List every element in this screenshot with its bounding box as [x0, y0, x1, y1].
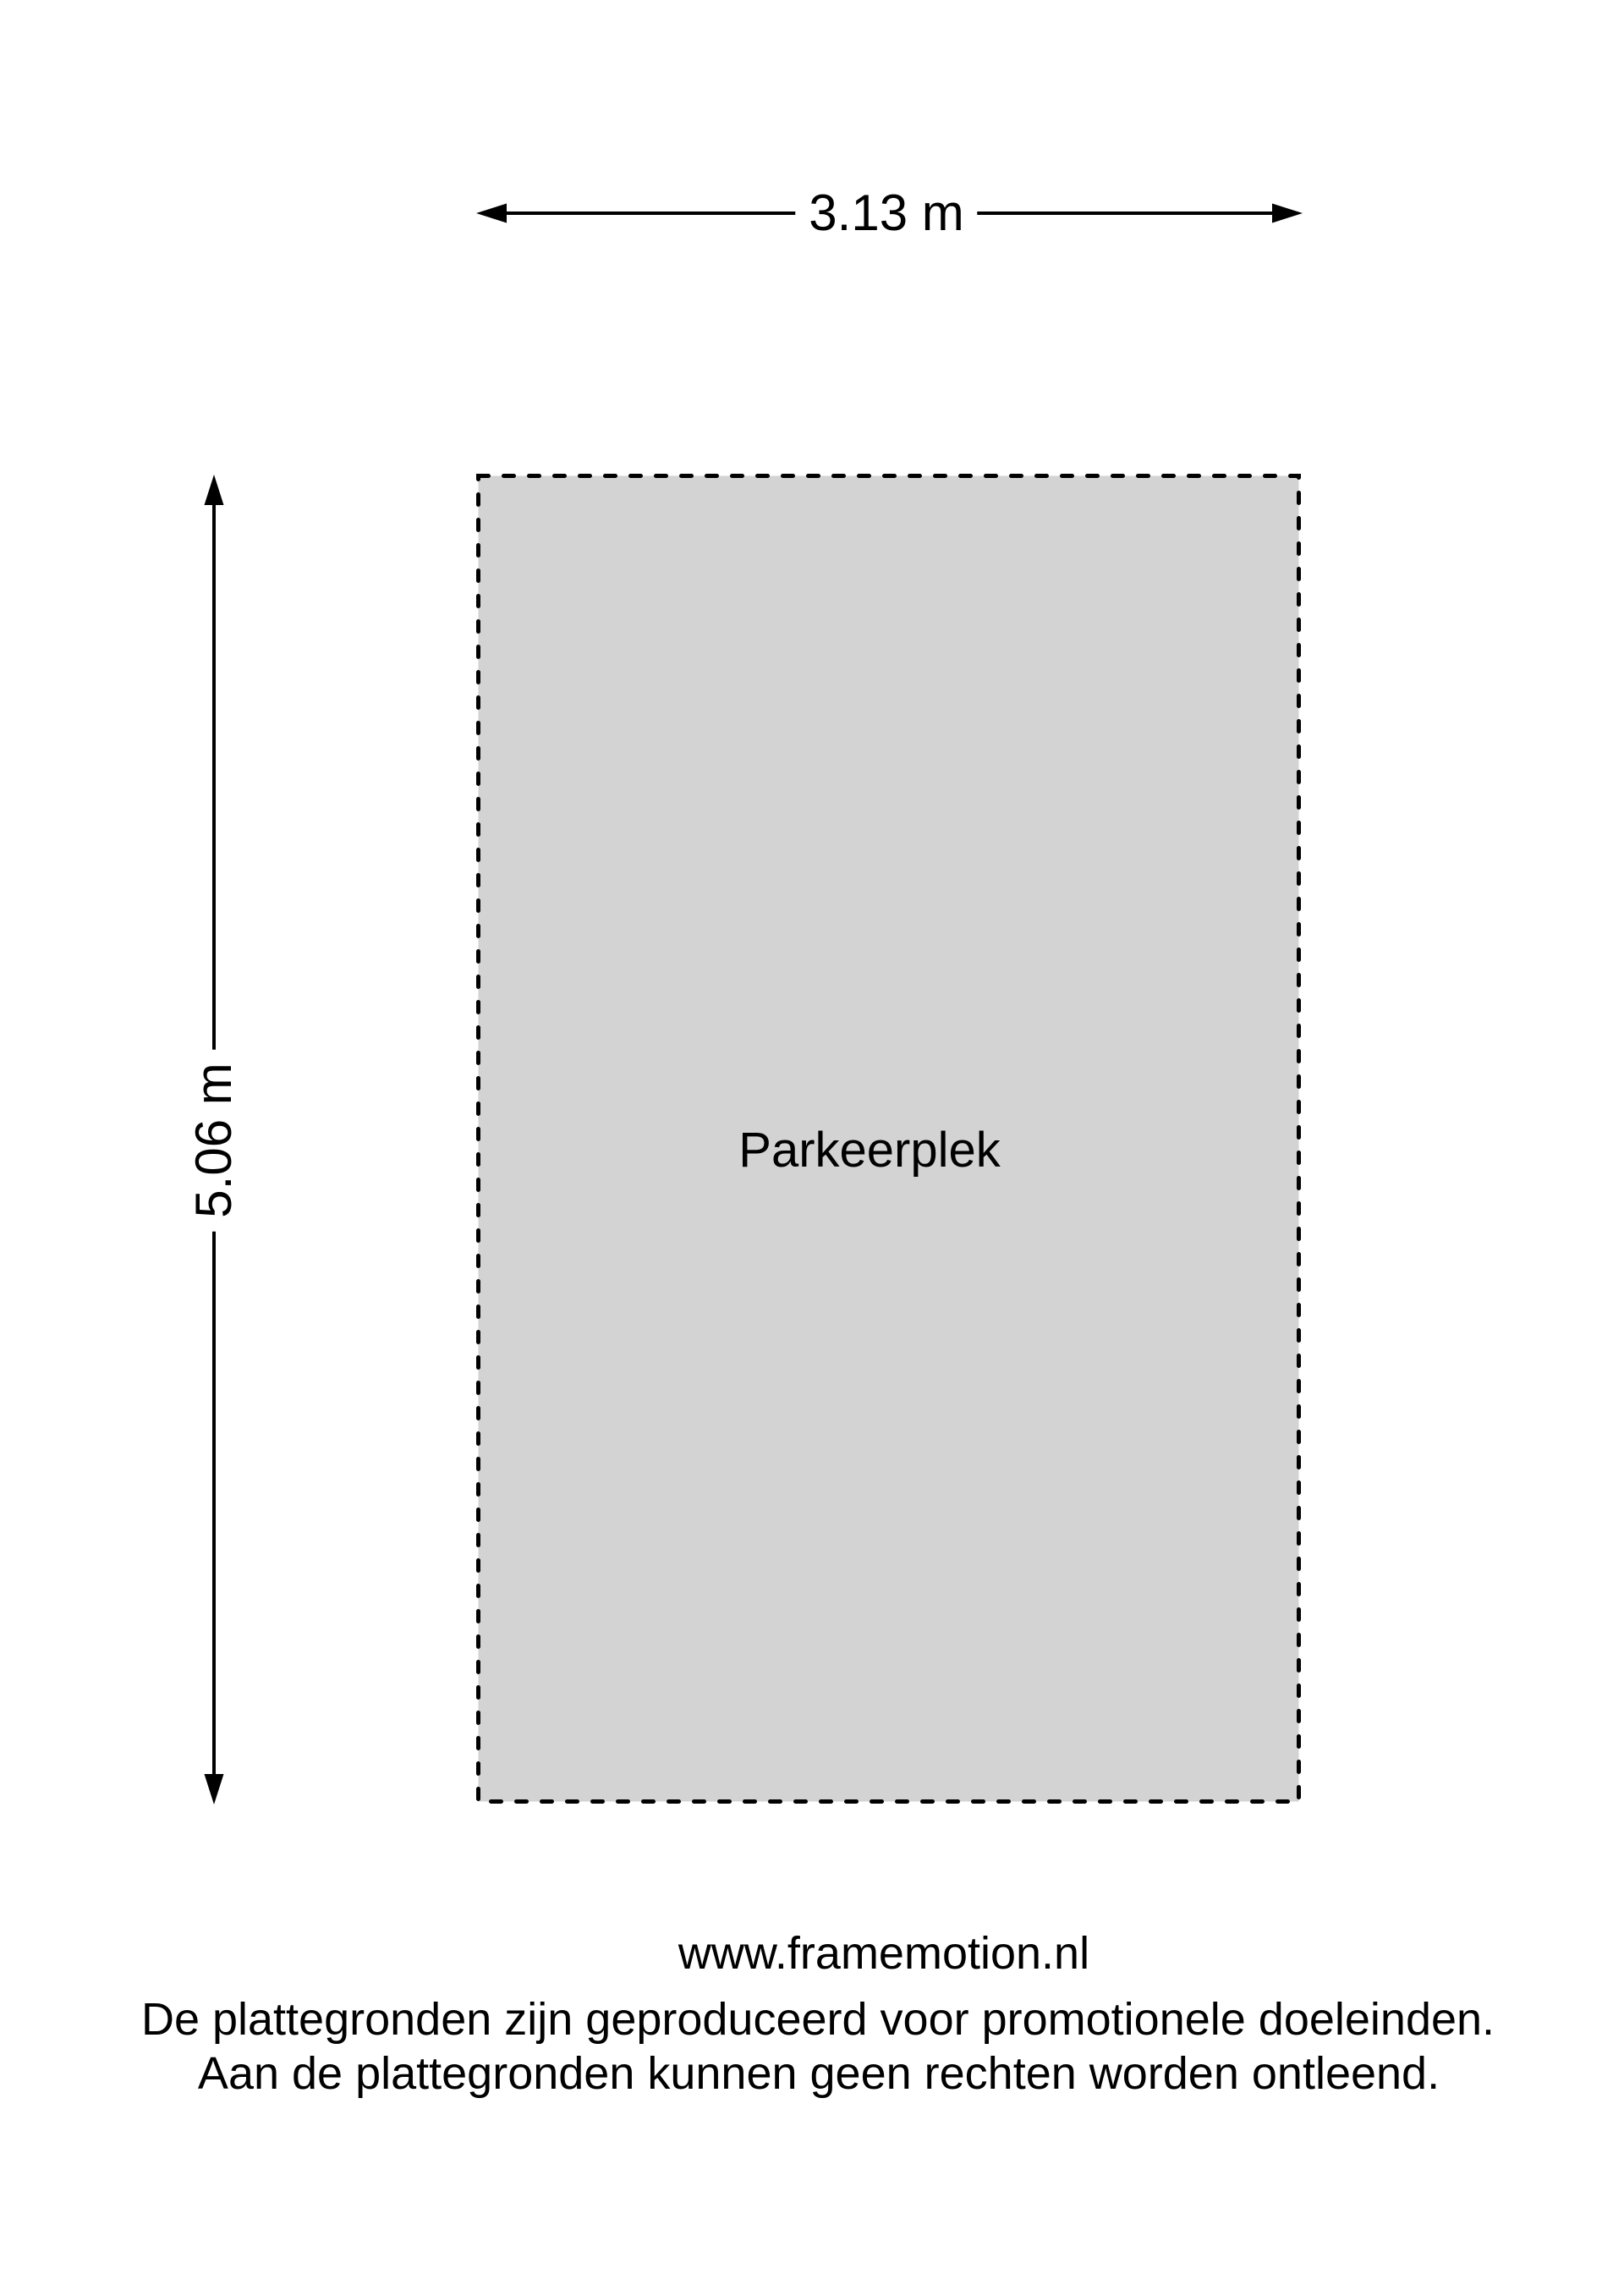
- arrow-up-icon: [204, 475, 224, 505]
- height-dimension-label: 5.06 m: [185, 1049, 243, 1232]
- arrow-down-icon: [204, 1774, 224, 1804]
- disclaimer-line-1: De plattegronden zijn geproduceerd voor …: [140, 1994, 1495, 2045]
- arrow-left-icon: [476, 203, 507, 223]
- website-text: www.framemotion.nl: [678, 1928, 1090, 1979]
- disclaimer-line-2: Aan de plattegronden kunnen geen rechten…: [197, 2048, 1440, 2099]
- width-dimension-label: 3.13 m: [795, 184, 978, 242]
- room-label: Parkeerplek: [738, 1123, 1001, 1178]
- arrow-right-icon: [1272, 203, 1303, 223]
- parking-space-area: [476, 474, 1301, 1804]
